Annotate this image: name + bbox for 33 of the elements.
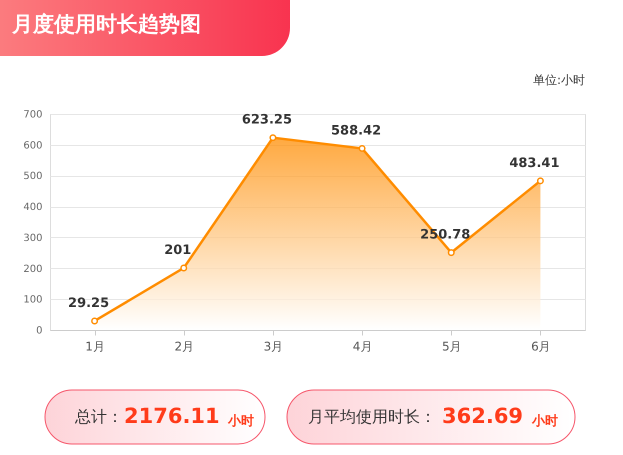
x-tick-label: 4月 bbox=[352, 340, 372, 354]
x-tick-label: 2月 bbox=[174, 340, 194, 354]
y-tick-label: 600 bbox=[23, 140, 42, 152]
y-tick-label: 500 bbox=[23, 171, 42, 182]
x-tick-label: 1月 bbox=[85, 340, 105, 354]
text: 小时 bbox=[531, 414, 558, 429]
text: 月平均使用时长： bbox=[308, 407, 436, 426]
point bbox=[91, 317, 98, 324]
point bbox=[358, 144, 366, 152]
y-tick-label: 200 bbox=[23, 264, 42, 275]
point bbox=[180, 264, 188, 272]
y-tick-label: 400 bbox=[23, 202, 42, 214]
text: 小时 bbox=[227, 414, 254, 429]
data-label: 201 bbox=[164, 242, 192, 258]
data-label: 483.41 bbox=[509, 156, 560, 171]
text: 2176.11 bbox=[124, 404, 220, 428]
data-label: 623.25 bbox=[242, 112, 292, 128]
data-label: 29.25 bbox=[68, 296, 110, 311]
x-tick-label: 5月 bbox=[442, 340, 462, 354]
y-tick-label: 0 bbox=[36, 326, 42, 336]
point bbox=[536, 177, 544, 184]
y-tick-label: 100 bbox=[23, 294, 42, 306]
data-label: 588.42 bbox=[330, 123, 382, 138]
text: 单位:小时 bbox=[532, 73, 585, 87]
point bbox=[269, 134, 276, 142]
y-tick-label: 700 bbox=[23, 110, 42, 120]
x-tick-label: 6月 bbox=[531, 340, 551, 354]
point bbox=[448, 249, 455, 256]
y-tick-label: 300 bbox=[23, 232, 42, 244]
x-tick-label: 3月 bbox=[264, 340, 284, 354]
text: 362.69 bbox=[442, 404, 524, 428]
text: 总计： bbox=[74, 407, 123, 426]
chart-title: 月度使用时长趋势图 bbox=[11, 12, 201, 36]
